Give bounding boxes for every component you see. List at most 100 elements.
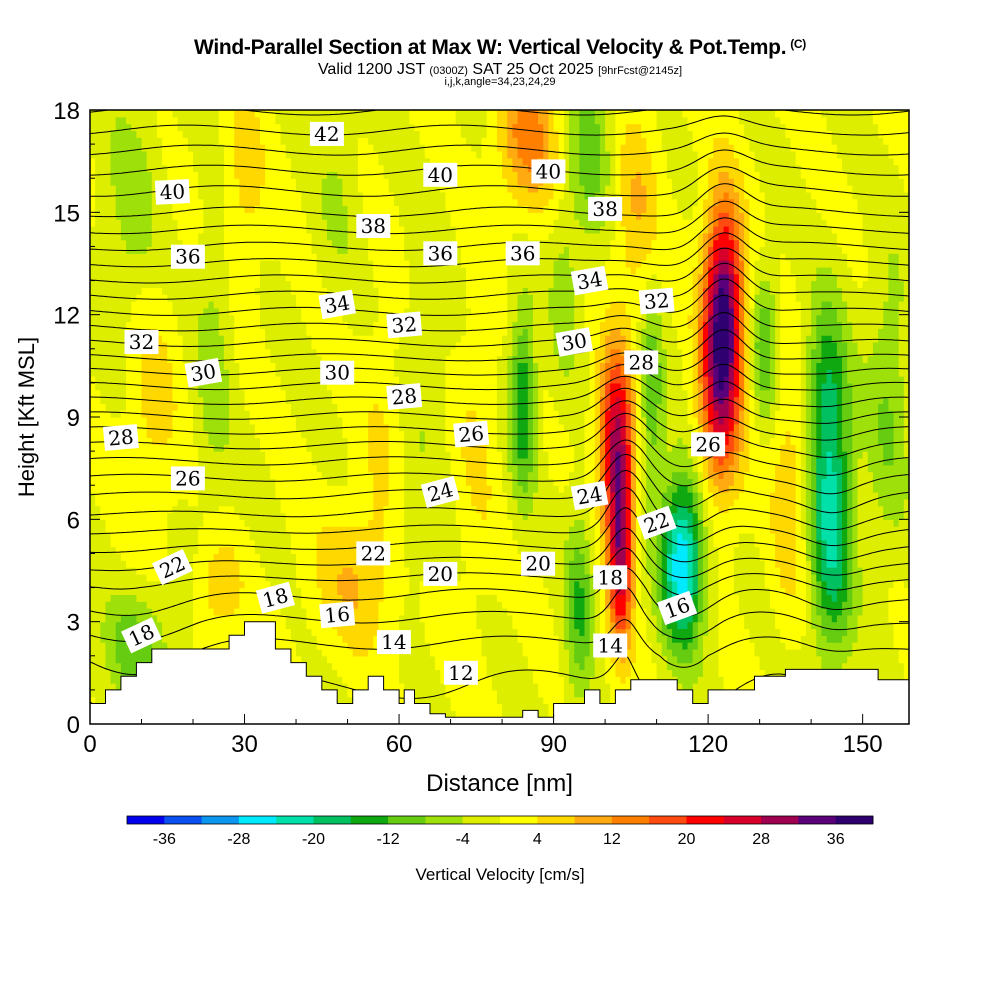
w-cell bbox=[193, 437, 199, 445]
w-cell bbox=[105, 498, 112, 507]
w-cell bbox=[90, 110, 96, 118]
w-cell bbox=[172, 444, 179, 452]
w-cell bbox=[368, 362, 374, 370]
w-cell bbox=[100, 328, 107, 336]
w-cell bbox=[244, 457, 251, 466]
w-cell bbox=[187, 614, 194, 623]
w-cell bbox=[357, 423, 364, 432]
w-cell bbox=[182, 130, 189, 138]
w-cell bbox=[198, 423, 204, 432]
w-cell bbox=[296, 410, 302, 418]
w-cell bbox=[136, 403, 143, 411]
w-cell bbox=[213, 478, 220, 486]
forecast-info: [9hrFcst@2145z] bbox=[598, 65, 683, 77]
w-cell bbox=[177, 362, 184, 370]
w-cell bbox=[203, 225, 210, 234]
w-cell bbox=[95, 417, 101, 425]
w-cell bbox=[270, 376, 277, 384]
w-cell bbox=[352, 628, 359, 636]
w-cell bbox=[208, 144, 215, 152]
w-cell bbox=[239, 294, 246, 302]
w-cell bbox=[239, 314, 246, 323]
w-cell bbox=[342, 212, 349, 220]
w-cell bbox=[270, 280, 277, 288]
w-cell bbox=[151, 185, 158, 193]
w-cell bbox=[280, 260, 287, 268]
w-cell bbox=[280, 451, 287, 459]
w-cell bbox=[198, 608, 204, 616]
w-cell bbox=[326, 505, 333, 514]
w-cell bbox=[285, 232, 292, 241]
w-cell bbox=[229, 423, 235, 432]
w-cell bbox=[126, 587, 132, 595]
w-cell bbox=[208, 512, 215, 520]
w-cell bbox=[193, 621, 199, 630]
w-cell bbox=[223, 219, 230, 227]
w-cell bbox=[177, 341, 184, 350]
w-cell bbox=[131, 110, 137, 118]
w-cell bbox=[229, 185, 235, 193]
w-cell bbox=[203, 328, 210, 336]
w-cell bbox=[120, 635, 127, 643]
w-cell bbox=[120, 335, 127, 343]
w-cell bbox=[213, 198, 220, 207]
w-cell bbox=[172, 635, 179, 643]
w-cell bbox=[193, 355, 199, 364]
w-cell bbox=[203, 485, 210, 493]
w-cell bbox=[301, 348, 307, 357]
w-cell bbox=[213, 246, 220, 254]
w-cell bbox=[187, 348, 194, 357]
w-cell bbox=[316, 171, 323, 179]
w-cell bbox=[156, 144, 163, 152]
w-cell bbox=[306, 498, 313, 507]
w-cell bbox=[301, 526, 307, 534]
w-cell bbox=[311, 246, 318, 254]
w-cell bbox=[172, 417, 179, 425]
w-cell bbox=[280, 328, 287, 336]
w-cell bbox=[141, 185, 148, 193]
w-cell bbox=[151, 198, 158, 207]
w-cell bbox=[105, 601, 112, 609]
w-cell bbox=[146, 198, 153, 207]
w-cell bbox=[100, 362, 107, 370]
w-cell bbox=[347, 669, 354, 677]
w-cell bbox=[259, 280, 266, 288]
w-cell bbox=[223, 451, 230, 459]
w-cell bbox=[105, 451, 112, 459]
w-cell bbox=[301, 539, 307, 548]
w-cell bbox=[131, 382, 137, 391]
w-cell bbox=[357, 444, 364, 452]
w-cell bbox=[259, 498, 266, 507]
w-cell bbox=[229, 376, 235, 384]
w-cell bbox=[193, 403, 199, 411]
w-cell bbox=[182, 307, 189, 316]
w-cell bbox=[198, 505, 204, 514]
w-cell bbox=[208, 301, 215, 309]
w-cell bbox=[218, 198, 225, 207]
w-cell bbox=[285, 246, 292, 254]
w-cell bbox=[115, 560, 122, 568]
w-cell bbox=[254, 608, 261, 616]
w-cell bbox=[172, 498, 179, 507]
w-cell bbox=[126, 110, 132, 118]
w-cell bbox=[141, 150, 148, 159]
w-cell bbox=[100, 144, 107, 152]
w-cell bbox=[126, 301, 132, 309]
w-cell bbox=[146, 239, 153, 248]
w-cell bbox=[131, 362, 137, 370]
w-cell bbox=[249, 444, 256, 452]
w-cell bbox=[347, 587, 354, 595]
grid-indices: i,j,k,angle=34,23,24,29 bbox=[444, 76, 556, 88]
w-cell bbox=[275, 123, 282, 132]
w-cell bbox=[126, 457, 132, 466]
w-cell bbox=[342, 539, 349, 548]
w-cell bbox=[223, 328, 230, 336]
w-cell bbox=[203, 191, 210, 200]
w-cell bbox=[321, 573, 328, 582]
w-cell bbox=[203, 123, 210, 132]
w-cell bbox=[347, 430, 354, 439]
w-cell bbox=[357, 505, 364, 514]
w-cell bbox=[146, 362, 153, 370]
w-cell bbox=[363, 464, 369, 473]
w-cell bbox=[182, 382, 189, 391]
